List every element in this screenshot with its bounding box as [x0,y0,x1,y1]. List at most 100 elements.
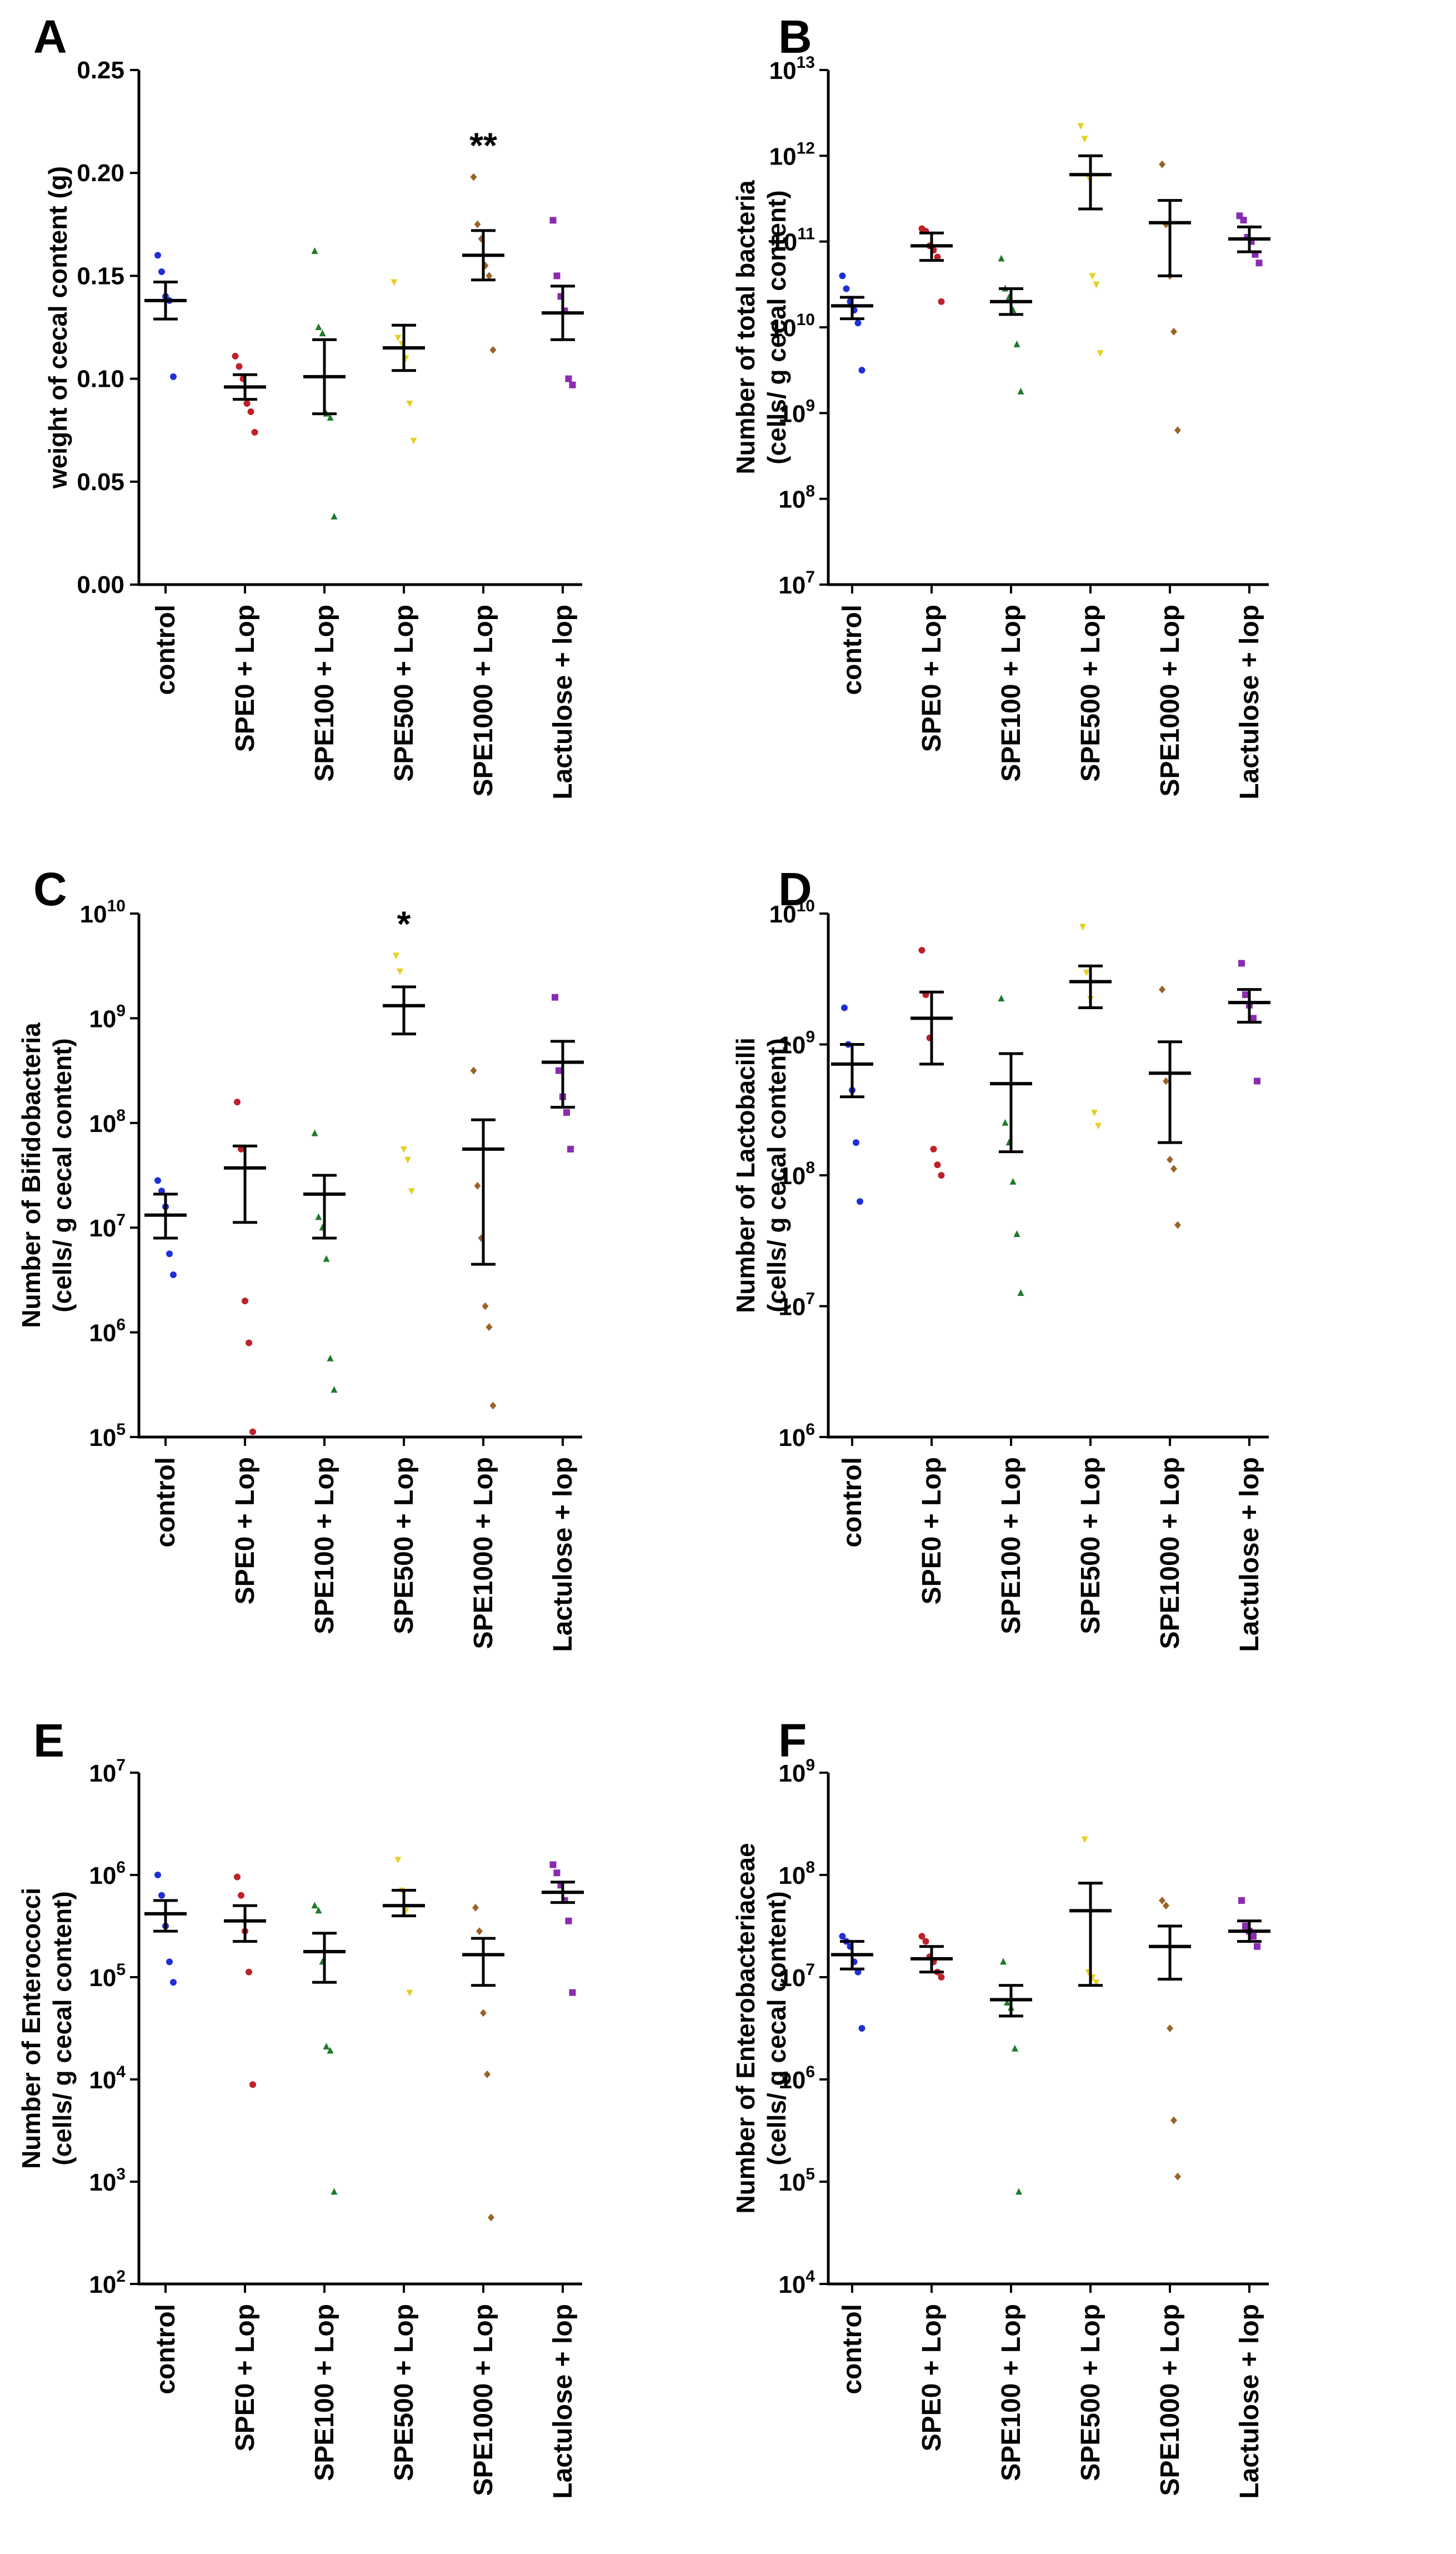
chart-svg: 0.00 0.05 0.10 0.15 0.20 0.25 weight of cecal … [43,57,584,800]
data-point [938,1974,945,1981]
y-tick-label: 105 [778,2165,815,2196]
y-tick-label: 105 [89,1420,126,1451]
data-point [406,1989,413,1997]
data-point [393,952,399,960]
data-point [1093,281,1100,288]
x-tick-label: SPE500 + Lop [1076,2304,1105,2481]
data-point [1077,123,1084,130]
data-point [1167,1155,1173,1164]
data-point [1017,387,1024,395]
data-point [331,2188,338,2195]
x-tick-label: SPE0 + Lop [231,1457,260,1604]
y-axis-title: (cells/ g cecal content) [48,1891,77,2165]
data-point [394,1857,402,1864]
x-tick-label: control [838,1457,867,1548]
y-axis-title: (cells/ g cecal content) [762,1891,791,2165]
data-point [1254,1943,1260,1950]
data-point [482,1302,489,1310]
data-point [488,2213,494,2222]
panel-b: B 107 108 109 1010 1011 1012 1013 Number of tot… [728,0,1456,851]
data-point [170,373,177,380]
data-point [841,1004,848,1011]
data-point [470,1066,477,1075]
data-point [1000,1958,1007,1965]
data-point [234,1873,241,1880]
data-point [1240,217,1247,224]
y-tick-label: 103 [89,2165,126,2196]
data-point [246,1339,252,1346]
chart-svg: 104 105 106 107 108 109 Number of Enterobacter… [731,1756,1270,2499]
x-tick-label: SPE0 + Lop [231,2304,260,2451]
y-axis-title: (cells/ g cecal content) [762,190,791,464]
x-tick-label: Lactulose + lop [1235,1457,1264,1652]
y-tick-label: 109 [778,1756,815,1787]
data-point [1079,924,1086,931]
y-tick-label: 0.05 [77,468,124,496]
data-point [323,2043,330,2050]
x-tick-label: SPE1000 + Lop [1155,1457,1185,1649]
significance-marker: * [397,904,411,944]
data-point [234,1099,241,1106]
x-tick-label: SPE100 + Lop [310,2304,339,2481]
data-point [938,298,945,305]
data-point [323,1255,330,1262]
data-point [170,1271,177,1278]
y-tick-label: 107 [778,568,815,599]
data-point [1238,1897,1245,1904]
x-tick-label: SPE1000 + Lop [1155,605,1185,797]
x-tick-label: SPE500 + Lop [1076,605,1105,782]
data-point [406,401,413,408]
data-point [243,400,251,407]
y-tick-label: 105 [89,1961,126,1992]
data-point [327,1354,334,1361]
panel-label: C [33,863,67,915]
data-point [843,285,850,292]
chart-svg: 107 108 109 1010 1011 1012 1013 Number of total… [731,53,1270,800]
y-tick-label: 0.00 [77,571,124,598]
y-tick-label: 106 [778,1420,815,1451]
panel-label: A [33,11,67,63]
x-tick-label: control [151,2304,181,2395]
data-point [476,1927,483,1936]
data-point [934,253,941,261]
data-point [1242,991,1249,999]
data-point [249,1428,256,1435]
data-point [1159,985,1165,994]
data-point [311,247,318,254]
y-tick-label: 106 [89,1316,126,1347]
x-tick-label: Lactulose + lop [548,2304,578,2499]
data-point [569,1989,576,1996]
x-tick-label: SPE100 + Lop [997,2304,1026,2481]
x-tick-label: Lactulose + lop [548,1457,578,1652]
data-point [158,1892,165,1899]
x-tick-label: SPE0 + Lop [917,1457,947,1604]
data-point [1170,1165,1177,1173]
data-point [858,367,865,374]
data-point [166,1250,173,1258]
y-tick-label: 109 [778,396,815,427]
data-point [242,1298,248,1305]
data-point [998,255,1005,262]
y-axis-title: weight of cecal content (g) [43,166,72,489]
x-tick-label: control [151,605,181,695]
data-point [918,1933,925,1940]
data-point [474,1181,481,1190]
data-point [401,1146,407,1153]
y-axis-title: Number of Bifidobacteria [17,1022,46,1328]
data-point [327,413,334,421]
data-point [1083,969,1090,976]
data-point [489,346,497,354]
x-tick-label: SPE0 + Lop [917,2304,947,2451]
y-tick-label: 1012 [769,139,815,170]
data-point [1170,327,1177,336]
x-tick-label: Lactulose + lop [1235,2304,1264,2499]
chart-svg: 106 107 108 109 1010 Number of Lactobacilli (c… [731,897,1270,1652]
y-tick-label: 1010 [769,897,815,928]
y-tick-label: 109 [89,1001,126,1032]
y-tick-label: 106 [778,2063,815,2094]
data-point [391,279,398,286]
y-tick-label: 107 [778,1961,815,1992]
data-point [251,428,258,436]
data-point [404,1156,411,1164]
